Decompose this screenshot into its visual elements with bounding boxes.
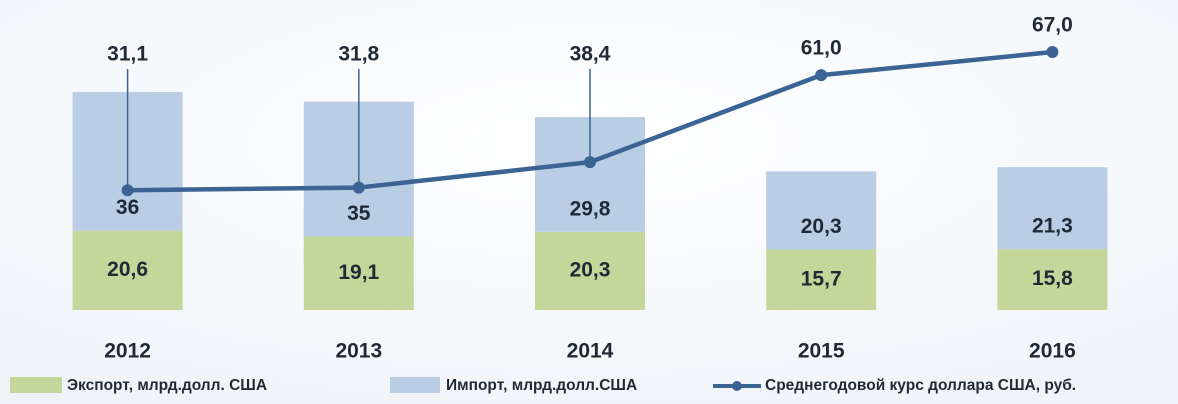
- data-label: 29,8: [570, 197, 611, 220]
- data-label: 20,3: [570, 258, 611, 281]
- line-point: [352, 181, 365, 194]
- data-label: 61,0: [801, 37, 842, 60]
- data-label: 19,1: [338, 261, 379, 284]
- bar-segment: [766, 249, 877, 310]
- line-point: [584, 156, 596, 169]
- legend: Экспорт, млрд.долл. США Импорт, млрд.дол…: [10, 377, 1076, 394]
- data-label: 20,6: [107, 258, 148, 281]
- legend-label: Среднегодовой курс доллара США, руб.: [765, 377, 1076, 394]
- x-tick-label: 2013: [335, 340, 382, 363]
- legend-label: Экспорт, млрд.долл. США: [67, 377, 267, 394]
- bar-segment: [303, 236, 414, 310]
- data-label: 15,7: [801, 267, 842, 290]
- legend-label: Импорт, млрд.долл.США: [446, 377, 637, 394]
- x-tick-label: 2014: [567, 340, 614, 363]
- bar-segment: [72, 230, 183, 310]
- legend-swatch: [390, 377, 440, 393]
- bar-segment: [535, 231, 645, 310]
- data-label: 31,1: [107, 43, 148, 66]
- data-label: 20,3: [801, 215, 842, 238]
- x-tick-label: 2012: [104, 340, 151, 363]
- data-label: 31,8: [338, 43, 379, 66]
- data-label: 36: [116, 196, 139, 219]
- data-label: 21,3: [1032, 215, 1073, 238]
- line-point: [815, 69, 828, 82]
- bar-segment: [766, 171, 877, 250]
- bar-segment: [997, 167, 1108, 250]
- data-label: 15,8: [1032, 267, 1073, 290]
- data-label: 38,4: [570, 43, 611, 66]
- data-label: 35: [347, 202, 371, 225]
- line-point: [1046, 46, 1059, 59]
- bar-segment: [997, 249, 1108, 310]
- x-tick-label: 2015: [798, 340, 845, 363]
- legend-swatch: [732, 381, 742, 391]
- x-tick-label: 2016: [1029, 340, 1076, 363]
- line-point: [121, 184, 134, 197]
- legend-swatch: [10, 377, 62, 393]
- data-label: 67,0: [1032, 14, 1073, 37]
